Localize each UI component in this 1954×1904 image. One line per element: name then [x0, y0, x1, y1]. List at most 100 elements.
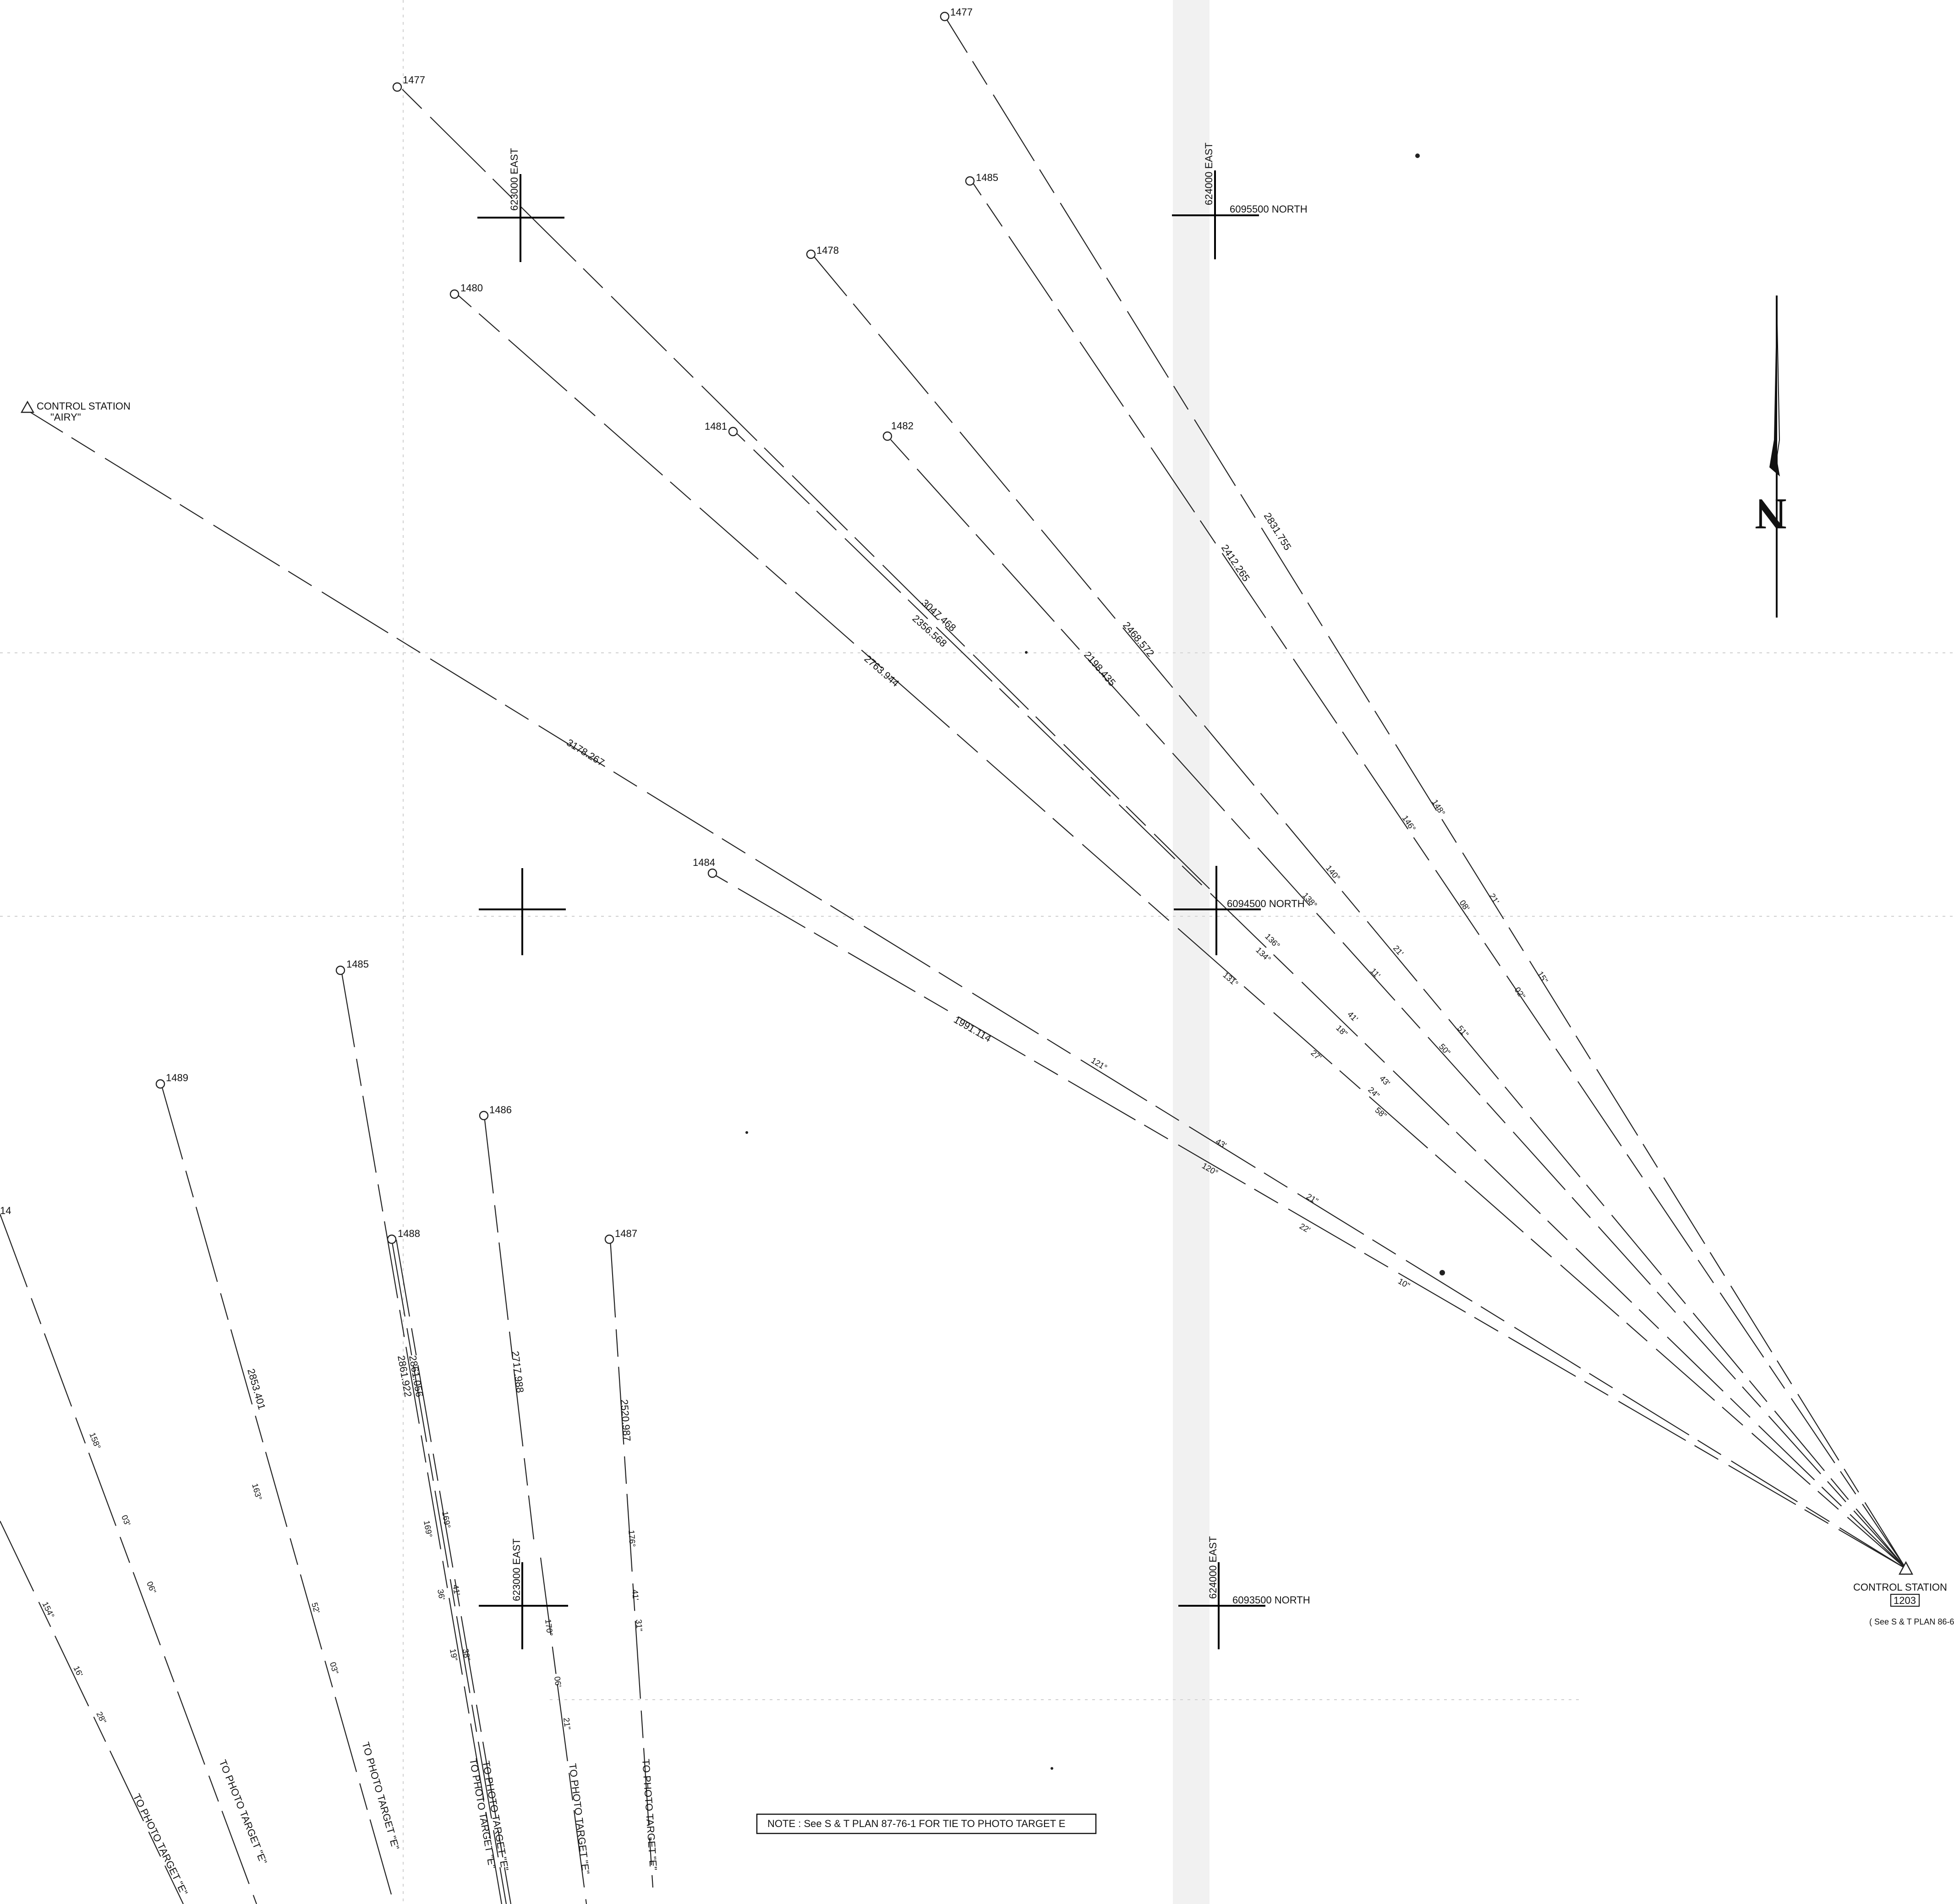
station-1477a-marker	[940, 11, 950, 22]
triangle-icon	[20, 400, 35, 413]
bearing-11: 11'	[1368, 966, 1382, 980]
station-1203-label: CONTROL STATION	[1853, 1581, 1947, 1593]
distance-2853: 2853.401	[245, 1367, 268, 1411]
bearing-131: 131°	[1221, 970, 1240, 989]
ray-1486-lower	[540, 1557, 587, 1904]
distance-2717: 2717.988	[509, 1351, 526, 1394]
grid-label-6093500-north: 6093500 NORTH	[1232, 1594, 1310, 1606]
bearing-50: 50"	[1437, 1042, 1452, 1057]
triangle-icon	[1898, 1561, 1914, 1575]
bearing-41: 41'	[1346, 1010, 1360, 1024]
photo-target-label-2: TO PHOTO TARGET "E"	[217, 1758, 269, 1866]
grid-label-6094500-north: 6094500 NORTH	[1227, 898, 1305, 909]
station-label-1477a: 1477	[950, 6, 973, 18]
note-text: NOTE : See S & T PLAN 87-76-1 FOR TIE TO…	[767, 1818, 1065, 1829]
distance-2198: 2198.435	[1082, 649, 1118, 689]
grid-label-624000-east-bottom: 624000 EAST	[1207, 1536, 1219, 1599]
bearing-06-b: 06'	[553, 1676, 563, 1688]
station-label-1487: 1487	[615, 1228, 637, 1239]
station-label-1481: 1481	[705, 421, 727, 432]
bearing-43-a: 43'	[1378, 1074, 1392, 1088]
bearing-158: 158°	[88, 1431, 102, 1450]
station-1477b-marker	[392, 82, 402, 92]
photo-target-labels: TO PHOTO TARGET "E" TO PHOTO TARGET "E" …	[131, 1740, 659, 1897]
station-1481-marker	[728, 427, 738, 437]
bearing-169-a: 169°	[422, 1520, 434, 1538]
ray-to-1480	[456, 294, 1906, 1569]
bearing-121: 121°	[1089, 1056, 1109, 1072]
ray-to-airy	[27, 410, 1906, 1569]
bearing-163: 163°	[250, 1483, 263, 1501]
station-1480-marker	[449, 289, 460, 299]
bearing-51: 51"	[1456, 1024, 1470, 1039]
station-label-1480: 1480	[460, 282, 483, 294]
note-box: NOTE : See S & T PLAN 87-76-1 FOR TIE TO…	[756, 1813, 1097, 1834]
bearing-03-a: 03'	[120, 1514, 132, 1527]
station-label-1488: 1488	[398, 1228, 420, 1239]
grid-cross-624000-6093500	[1178, 1562, 1265, 1649]
distance-2412: 2412.265	[1219, 542, 1252, 584]
scan-specks	[745, 153, 1445, 1770]
north-arrow-icon: N	[1755, 295, 1787, 618]
rays-to-photo-target	[0, 970, 654, 1904]
distance-2831: 2831.755	[1262, 510, 1294, 552]
bearing-labels: 148° 21' 15" 146° 08' 02" 140° 21' 51" 1…	[40, 798, 1549, 1730]
station-label-partial-edge: 14	[0, 1205, 11, 1216]
bearing-21-a: 21'	[1488, 892, 1501, 906]
station-label-1477b: 1477	[403, 74, 425, 86]
station-1482-marker	[882, 431, 892, 441]
station-1487-marker	[604, 1234, 614, 1244]
station-1478-marker	[806, 249, 816, 259]
distance-2763: 2763.944	[862, 653, 902, 689]
station-1489-marker	[155, 1079, 165, 1089]
distance-1991: 1991.114	[952, 1014, 994, 1045]
ray-to-1482	[888, 437, 1906, 1569]
ray-to-1481	[735, 432, 1906, 1569]
station-label-1489: 1489	[166, 1072, 188, 1083]
bearing-21-b: 21'	[1391, 944, 1405, 958]
ray-to-1478	[813, 255, 1906, 1569]
bearing-146: 146°	[1401, 814, 1418, 833]
bearing-24: 24"	[1366, 1085, 1381, 1100]
bearing-10: 10"	[1396, 1276, 1412, 1291]
station-label-1478: 1478	[816, 245, 839, 256]
station-label-1485a: 1485	[976, 172, 998, 183]
grid-cross-623000-6093500	[479, 1562, 568, 1649]
bearing-169-b: 169°	[440, 1510, 452, 1529]
station-1484-marker	[707, 868, 717, 878]
ray-1488a	[391, 1239, 507, 1904]
station-label-1486: 1486	[489, 1104, 512, 1116]
ray-left-edge-2	[0, 1521, 184, 1904]
bearing-58: 58"	[1373, 1105, 1388, 1120]
ray-to-1484	[713, 874, 1906, 1569]
north-arrow-letter: N	[1755, 490, 1787, 539]
grid-cross-624000-6094500	[1174, 866, 1261, 955]
airy-label-line2: "AIRY"	[50, 411, 81, 423]
control-station-airy: CONTROL STATION "AIRY"	[20, 400, 131, 423]
photo-target-label-6: TO PHOTO TARGET "E"	[567, 1763, 591, 1875]
bearing-43-b: 43'	[1214, 1137, 1228, 1150]
airy-label-line1: CONTROL STATION	[37, 400, 131, 412]
rays-from-1203	[27, 19, 1906, 1569]
ray-1489	[160, 1084, 395, 1904]
bearing-170: 170°	[543, 1619, 554, 1636]
ray-1486	[483, 1116, 535, 1540]
bearing-16: 16'	[71, 1664, 84, 1678]
bearing-148: 148°	[1430, 798, 1447, 817]
station-label-1484: 1484	[693, 857, 715, 868]
station-1488-marker	[387, 1234, 397, 1244]
station-label-1482: 1482	[891, 420, 914, 432]
bearing-176: 176°	[627, 1530, 637, 1548]
bearing-15: 15"	[1536, 970, 1550, 985]
station-1203-reference: ( See S & T PLAN 86-67-I	[1869, 1617, 1954, 1626]
grid-label-6095500-north: 6095500 NORTH	[1230, 203, 1308, 215]
distance-2520: 2520.987	[618, 1399, 633, 1442]
ray-left-edge	[0, 1214, 257, 1904]
ray-to-1485a	[973, 183, 1906, 1569]
photo-target-label-1: TO PHOTO TARGET "E"	[131, 1792, 190, 1897]
grid-cross-624000-6095500	[1172, 170, 1259, 259]
scan-smudge-band	[1173, 0, 1210, 1904]
station-1485a-marker	[965, 176, 975, 186]
